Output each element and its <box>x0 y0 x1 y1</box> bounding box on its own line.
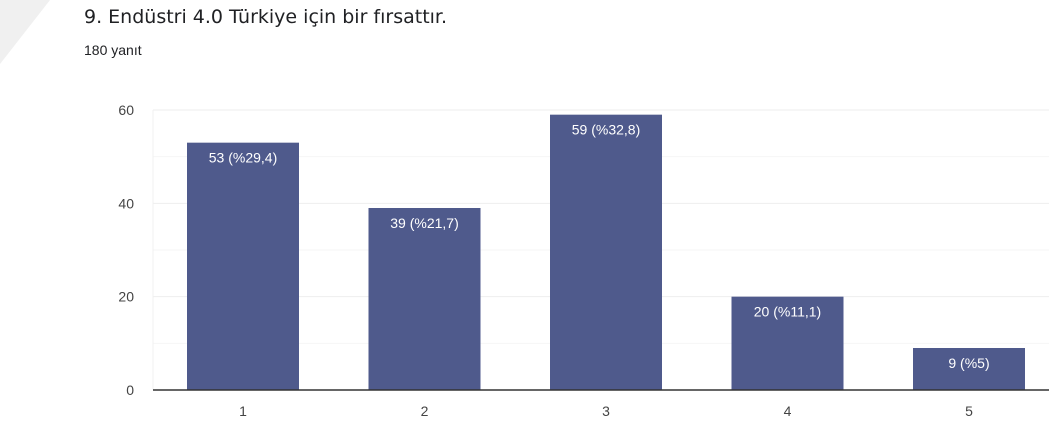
bar-3 <box>550 114 662 391</box>
x-tick-label-4: 4 <box>784 403 792 419</box>
bar-4 <box>731 296 844 390</box>
data-label-5: 9 (%5) <box>948 355 989 371</box>
y-tick-label-60: 60 <box>118 102 134 118</box>
y-tick-label-20: 20 <box>118 289 134 305</box>
x-tick-label-1: 1 <box>239 403 247 419</box>
data-label-4: 20 (%11,1) <box>754 304 821 320</box>
bars: 53 (%29,4) 39 (%21,7) 59 (%32,8) 20 (%11,1)… <box>187 114 1025 391</box>
response-count: 180 yanıt <box>84 42 142 58</box>
y-tick-label-40: 40 <box>118 195 134 211</box>
data-label-2: 39 (%21,7) <box>390 215 458 231</box>
bar-5 <box>913 348 1025 390</box>
bar-2 <box>368 208 481 390</box>
y-tick-label-0: 0 <box>126 382 134 398</box>
x-tick-label-2: 2 <box>421 403 429 419</box>
x-tick-label-3: 3 <box>602 403 610 419</box>
axes: 0 20 40 60 1 2 3 4 5 <box>118 102 1049 419</box>
chart-title: 9. Endüstri 4.0 Türkiye için bir fırsatt… <box>84 6 448 28</box>
data-label-3: 59 (%32,8) <box>572 122 640 138</box>
x-tick-label-5: 5 <box>965 403 973 419</box>
bar-1 <box>187 142 299 390</box>
corner-decoration <box>0 0 50 64</box>
data-label-1: 53 (%29,4) <box>209 150 277 166</box>
